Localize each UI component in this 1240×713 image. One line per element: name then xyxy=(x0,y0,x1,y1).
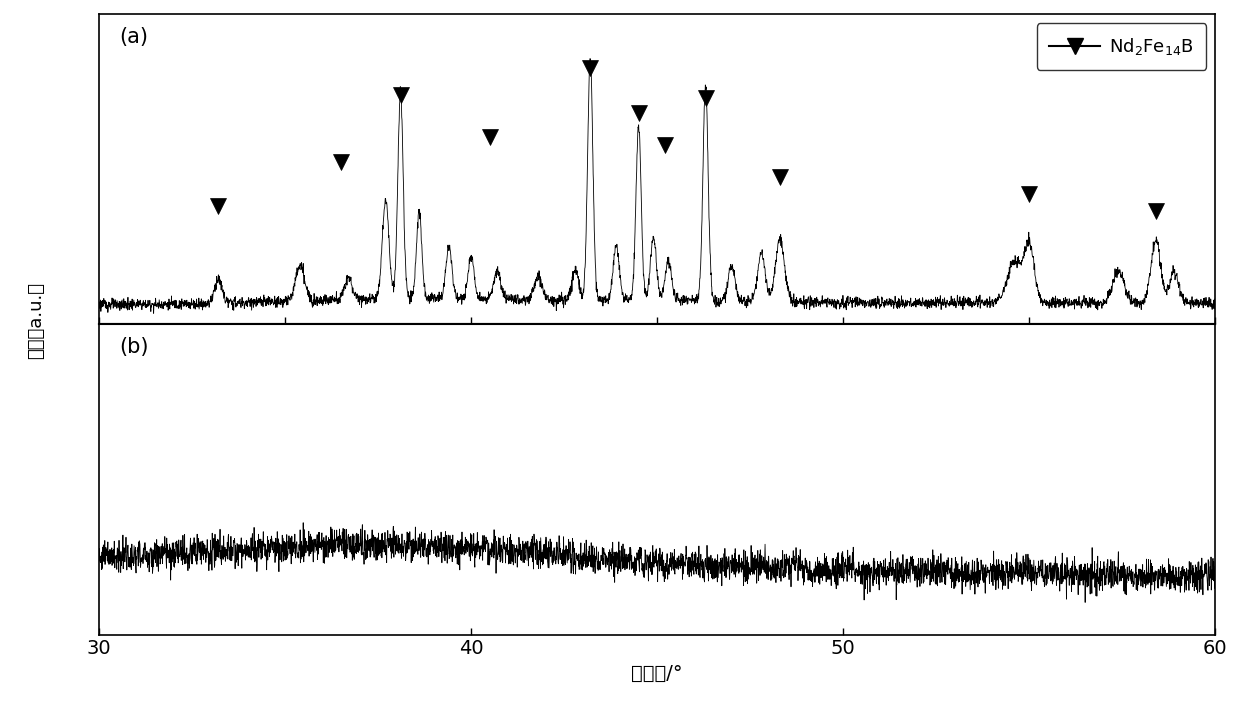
X-axis label: 衍射角/°: 衍射角/° xyxy=(631,664,683,683)
Text: (a): (a) xyxy=(119,26,149,46)
Text: (b): (b) xyxy=(119,337,149,356)
Text: 强度（a.u.）: 强度（a.u.） xyxy=(27,282,46,359)
Legend: Nd$_2$Fe$_{14}$B: Nd$_2$Fe$_{14}$B xyxy=(1037,24,1207,70)
